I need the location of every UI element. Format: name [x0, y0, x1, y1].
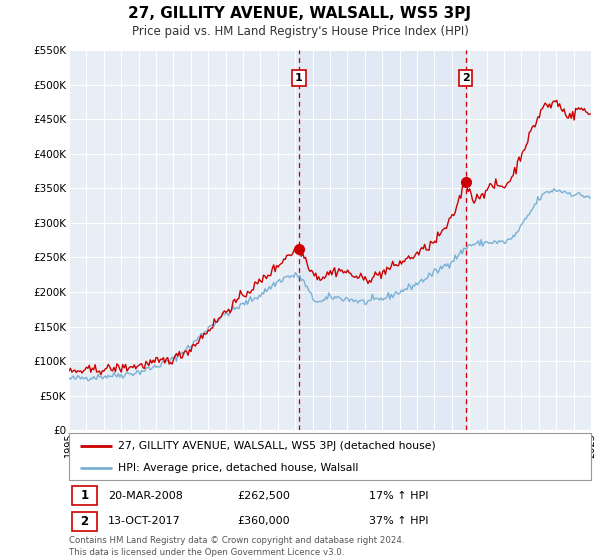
- Text: This data is licensed under the Open Government Licence v3.0.: This data is licensed under the Open Gov…: [69, 548, 344, 557]
- Text: 1: 1: [295, 73, 303, 83]
- Text: 27, GILLITY AVENUE, WALSALL, WS5 3PJ (detached house): 27, GILLITY AVENUE, WALSALL, WS5 3PJ (de…: [118, 441, 436, 451]
- Text: Contains HM Land Registry data © Crown copyright and database right 2024.: Contains HM Land Registry data © Crown c…: [69, 536, 404, 545]
- Text: Price paid vs. HM Land Registry's House Price Index (HPI): Price paid vs. HM Land Registry's House …: [131, 25, 469, 38]
- Text: 20-MAR-2008: 20-MAR-2008: [108, 491, 183, 501]
- Text: 2: 2: [80, 515, 89, 528]
- Bar: [299, 50, 466, 430]
- Text: HPI: Average price, detached house, Walsall: HPI: Average price, detached house, Wals…: [118, 463, 359, 473]
- Text: 2: 2: [461, 73, 469, 83]
- Text: 13-OCT-2017: 13-OCT-2017: [108, 516, 181, 526]
- Text: 17% ↑ HPI: 17% ↑ HPI: [369, 491, 428, 501]
- Text: £360,000: £360,000: [237, 516, 290, 526]
- Text: £262,500: £262,500: [237, 491, 290, 501]
- Text: 27, GILLITY AVENUE, WALSALL, WS5 3PJ: 27, GILLITY AVENUE, WALSALL, WS5 3PJ: [128, 6, 472, 21]
- Text: 37% ↑ HPI: 37% ↑ HPI: [369, 516, 428, 526]
- Text: 1: 1: [80, 489, 89, 502]
